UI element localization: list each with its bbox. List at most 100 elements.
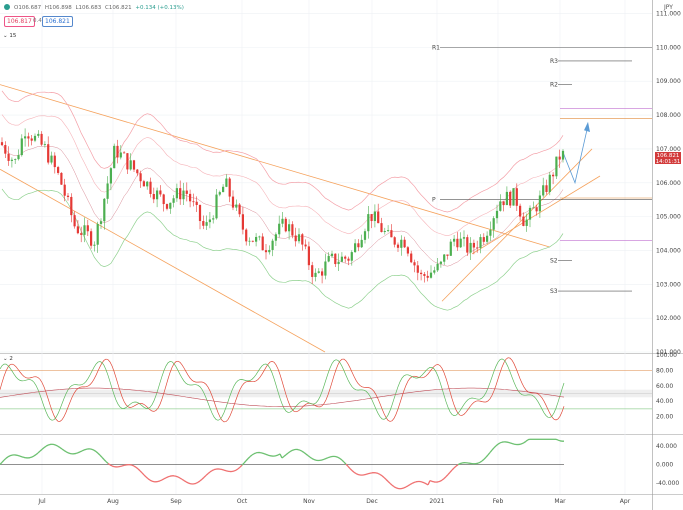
osc2-segment [349, 468, 353, 471]
candle-body [482, 237, 485, 242]
osc2-segment [81, 449, 85, 452]
candle-body [327, 255, 330, 262]
candle-body [532, 207, 535, 209]
osc2-segment [437, 480, 441, 483]
osc2-segment [251, 453, 255, 456]
osc2-segment [383, 476, 387, 480]
osc2-segment [447, 471, 451, 475]
candle-body [453, 238, 456, 242]
candle-body [519, 205, 522, 217]
osc2-segment [525, 439, 529, 442]
osc2-segment [519, 443, 523, 445]
candle-body [218, 192, 221, 195]
candle-body [179, 188, 182, 200]
candle-body [281, 218, 284, 224]
osc2-segment [161, 478, 165, 481]
y-tick-label: 104.000 [656, 247, 681, 254]
pivot-label: P [432, 197, 436, 204]
rising-channel-upper [441, 148, 593, 302]
osc2-segment [265, 453, 269, 456]
y-tick-label: 102.000 [656, 315, 681, 322]
candle-body [60, 172, 63, 185]
osc1-line-slow [0, 387, 565, 407]
candle-body [390, 230, 393, 238]
candle-body [152, 193, 155, 200]
osc2-segment [367, 472, 371, 475]
osc1-indicator-label[interactable]: ⌄ 2 [3, 356, 13, 362]
candle-body [57, 167, 60, 173]
main-indicator-label[interactable]: ⌄ 15 [3, 33, 17, 39]
bid-button[interactable]: 106.817 [4, 16, 35, 27]
x-tick-label: Nov [303, 498, 315, 505]
osc2-segment [493, 445, 497, 449]
osc2-segment [63, 449, 67, 453]
candle-body [433, 270, 436, 273]
osc2-segment [75, 452, 79, 455]
osc2-segment [179, 477, 183, 480]
osc2-segment [429, 479, 433, 482]
candle-body [479, 237, 482, 248]
candle-body [357, 243, 360, 248]
candle-body [340, 256, 343, 262]
candle-body [469, 242, 472, 253]
osc2-segment [3, 457, 7, 461]
x-tick-label: Mar [554, 498, 566, 505]
x-tick-label: 2021 [429, 498, 444, 505]
osc2-segment [209, 470, 213, 473]
candle-body [63, 184, 66, 196]
pivot-label: R2 [550, 82, 558, 89]
osc2-segment [405, 485, 409, 488]
candle-body [30, 138, 33, 141]
osc2-segment [439, 479, 443, 482]
ask-button[interactable]: 106.821 [42, 16, 73, 27]
osc2-segment [207, 471, 211, 475]
osc2-segment [213, 468, 217, 471]
candle-body [80, 233, 83, 235]
ohlc-change: +0.134 (+0.13%) [135, 5, 184, 11]
candle-body [502, 201, 505, 206]
candle-body [113, 145, 116, 169]
osc2-segment [181, 478, 185, 482]
candle-body [225, 178, 228, 187]
osc2-segment [557, 439, 561, 442]
osc2-segment [107, 462, 111, 466]
osc2-tick-label: -40.000 [656, 480, 679, 487]
osc2-segment [195, 481, 199, 484]
osc2-segment [111, 465, 115, 468]
candle-body [251, 240, 254, 242]
candle-body [195, 201, 198, 206]
candle-body [258, 236, 261, 238]
x-tick-label: Apr [620, 498, 631, 505]
candle-body [410, 253, 413, 263]
osc2-segment [301, 450, 305, 454]
candle-body [406, 247, 409, 254]
candle-body [136, 169, 139, 174]
osc2-segment [507, 441, 511, 444]
osc2-segment [57, 445, 61, 449]
candle-body [400, 239, 403, 248]
candle-body [350, 252, 353, 261]
x-tick-label: Oct [237, 498, 248, 505]
ohlc-readout: O106.687 H106.898 L106.683 C106.821 +0.1… [14, 5, 186, 11]
candle-body [53, 155, 56, 168]
candle-body [271, 240, 274, 250]
osc2-segment [345, 463, 349, 467]
osc2-segment [453, 465, 457, 469]
candle-body [76, 226, 79, 234]
osc2-segment [297, 448, 301, 451]
osc2-segment [355, 472, 359, 476]
gear-icon[interactable] [4, 4, 10, 10]
candle-body [344, 256, 347, 259]
osc2-segment [291, 449, 295, 452]
y-tick-label: 108.000 [656, 112, 681, 119]
candle-body [159, 190, 162, 195]
osc2-segment [385, 478, 389, 482]
osc2-segment [139, 470, 143, 474]
y-tick-label: 111.000 [656, 11, 681, 18]
candle-body [542, 185, 545, 196]
osc2-segment [0, 461, 3, 465]
osc2-segment [343, 461, 347, 465]
osc2-segment [327, 456, 331, 459]
candle-body [156, 190, 159, 200]
